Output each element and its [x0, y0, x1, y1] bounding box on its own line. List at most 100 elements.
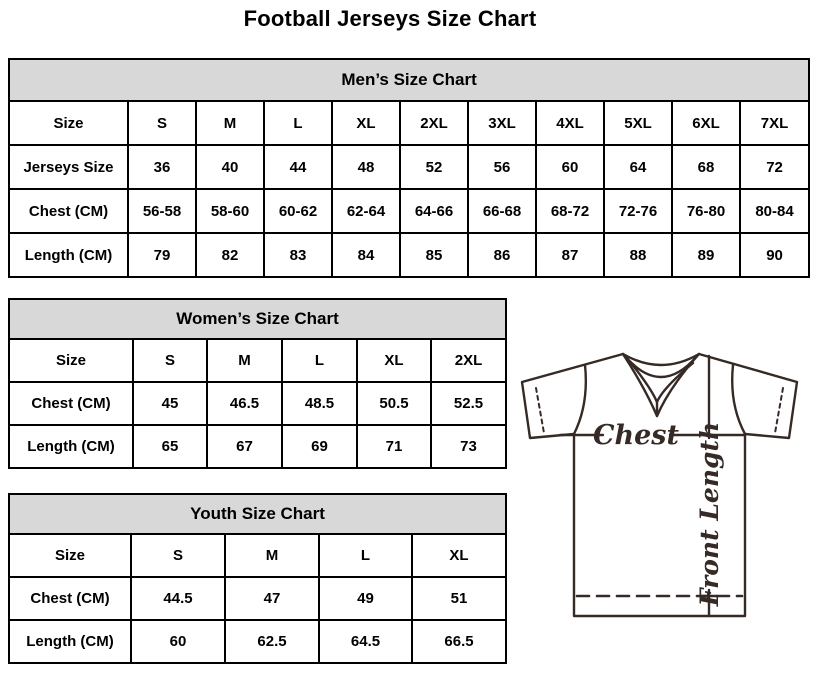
value-cell: 2XL	[429, 338, 508, 383]
value-cell: 72	[738, 144, 811, 190]
value-cell: 83	[263, 232, 333, 278]
youth-table-title: Youth Size Chart	[7, 493, 508, 535]
womens-table-title: Women’s Size Chart	[7, 298, 508, 340]
value-cell: XL	[331, 100, 401, 146]
collar-v-outer	[621, 352, 701, 418]
value-cell: S	[132, 338, 208, 383]
mens-table-title: Men’s Size Chart	[7, 58, 811, 102]
value-cell: 64-66	[399, 188, 469, 234]
row-label-cell: Chest (CM)	[8, 188, 129, 234]
value-cell: 5XL	[603, 100, 673, 146]
value-cell: 80-84	[738, 188, 811, 234]
table-header-row: Youth Size Chart	[7, 493, 508, 535]
value-cell: 51	[410, 576, 508, 621]
value-cell: 88	[603, 232, 673, 278]
row-label-cell: Length (CM)	[8, 232, 129, 278]
row-label-cell: Chest (CM)	[8, 576, 132, 621]
row-label-cell: Size	[8, 533, 132, 578]
value-cell: 66.5	[410, 619, 508, 664]
table-row: Size S M L XL 2XL	[8, 338, 508, 383]
value-cell: L	[318, 533, 413, 578]
value-cell: 76-80	[671, 188, 741, 234]
row-label-cell: Chest (CM)	[8, 381, 134, 426]
value-cell: 58-60	[195, 188, 265, 234]
value-cell: 56-58	[127, 188, 197, 234]
value-cell: 60	[130, 619, 226, 664]
page-title: Football Jerseys Size Chart	[243, 6, 537, 31]
right-armhole-seam	[731, 363, 747, 436]
chest-label: Chest	[593, 420, 679, 451]
table-header-row: Women’s Size Chart	[7, 298, 508, 340]
value-cell: 6XL	[671, 100, 741, 146]
value-cell: 72-76	[603, 188, 673, 234]
table-row: Length (CM) 60 62.5 64.5 66.5	[8, 619, 508, 664]
row-label-cell: Jerseys Size	[8, 144, 129, 190]
youth-size-table: Youth Size Chart Size S M L XL Chest (CM) 44.5…	[7, 493, 508, 664]
value-cell: 47	[224, 576, 320, 621]
row-label-cell: Size	[8, 100, 129, 146]
value-cell: 49	[318, 576, 413, 621]
value-cell: 7XL	[738, 100, 811, 146]
value-cell: 48.5	[281, 381, 358, 426]
value-cell: 79	[127, 232, 197, 278]
value-cell: 44.5	[130, 576, 226, 621]
table-header-row: Men’s Size Chart	[7, 58, 811, 102]
value-cell: 50.5	[356, 381, 432, 426]
collar-back-arc-outer	[621, 352, 701, 367]
value-cell: S	[130, 533, 226, 578]
value-cell: 62-64	[331, 188, 401, 234]
value-cell: 67	[206, 424, 283, 469]
left-armhole-seam	[572, 363, 588, 436]
value-cell: 73	[429, 424, 508, 469]
value-cell: 3XL	[467, 100, 537, 146]
value-cell: XL	[410, 533, 508, 578]
table-row: Length (CM) 79 82 83 84 85 86 87 88 89 90	[8, 232, 811, 278]
table-row: Size S M L XL 2XL 3XL 4XL 5XL 6XL 7XL	[8, 100, 811, 146]
value-cell: M	[206, 338, 283, 383]
value-cell: 69	[281, 424, 358, 469]
womens-size-table: Women’s Size Chart Size S M L XL 2XL Chest (CM…	[7, 298, 508, 469]
value-cell: 52.5	[429, 381, 508, 426]
value-cell: 60	[535, 144, 605, 190]
mens-size-table: Men’s Size Chart Size S M L XL 2XL 3XL 4XL 5XL 6X…	[7, 58, 811, 278]
left-cuff-stitch-line	[535, 387, 545, 434]
value-cell: 2XL	[399, 100, 469, 146]
table-row: Chest (CM) 45 46.5 48.5 50.5 52.5	[8, 381, 508, 426]
value-cell: 86	[467, 232, 537, 278]
value-cell: L	[281, 338, 358, 383]
value-cell: 68-72	[535, 188, 605, 234]
table-row: Chest (CM) 44.5 47 49 51	[8, 576, 508, 621]
value-cell: 48	[331, 144, 401, 190]
right-cuff-stitch-line	[774, 387, 784, 434]
value-cell: 68	[671, 144, 741, 190]
value-cell: 64	[603, 144, 673, 190]
value-cell: 45	[132, 381, 208, 426]
value-cell: 44	[263, 144, 333, 190]
value-cell: S	[127, 100, 197, 146]
value-cell: 64.5	[318, 619, 413, 664]
table-row: Jerseys Size 36 40 44 48 52 56 60 64 68 72	[8, 144, 811, 190]
value-cell: 40	[195, 144, 265, 190]
value-cell: 56	[467, 144, 537, 190]
value-cell: 66-68	[467, 188, 537, 234]
value-cell: 84	[331, 232, 401, 278]
value-cell: 36	[127, 144, 197, 190]
value-cell: 52	[399, 144, 469, 190]
row-label-cell: Length (CM)	[8, 424, 134, 469]
value-cell: 85	[399, 232, 469, 278]
value-cell: M	[195, 100, 265, 146]
value-cell: 71	[356, 424, 432, 469]
value-cell: 90	[738, 232, 811, 278]
value-cell: XL	[356, 338, 432, 383]
value-cell: 82	[195, 232, 265, 278]
value-cell: 62.5	[224, 619, 320, 664]
jersey-outline	[520, 352, 799, 618]
value-cell: 65	[132, 424, 208, 469]
table-row: Length (CM) 65 67 69 71 73	[8, 424, 508, 469]
table-row: Size S M L XL	[8, 533, 508, 578]
value-cell: L	[263, 100, 333, 146]
value-cell: 4XL	[535, 100, 605, 146]
value-cell: 60-62	[263, 188, 333, 234]
value-cell: 46.5	[206, 381, 283, 426]
